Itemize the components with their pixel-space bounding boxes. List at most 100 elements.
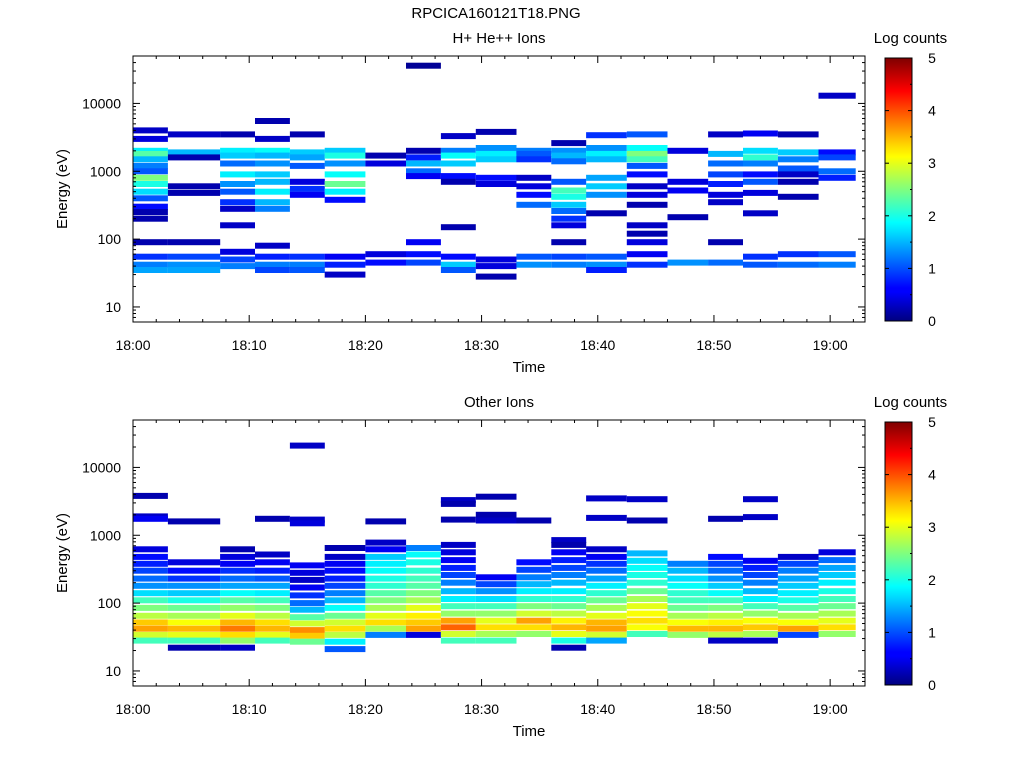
spectrogram-cell xyxy=(777,131,819,138)
spectrogram-cell xyxy=(777,553,819,560)
spectrogram-cell xyxy=(475,617,517,624)
spectrogram-cell xyxy=(255,171,290,178)
spectrogram-cell xyxy=(708,567,743,574)
spectrogram-cell xyxy=(440,617,476,624)
spectrogram-cell xyxy=(440,160,476,167)
spectrogram-cell xyxy=(406,582,441,589)
spectrogram-cell xyxy=(708,150,743,157)
spectrogram-cell xyxy=(167,575,221,582)
spectrogram-cell xyxy=(708,181,743,187)
spectrogram-cell xyxy=(516,610,552,617)
spectrogram-cell xyxy=(777,251,819,258)
spectrogram-cell xyxy=(289,632,325,639)
spectrogram-cell xyxy=(220,567,255,574)
spectrogram-cell xyxy=(777,567,819,574)
spectrogram-cell xyxy=(133,515,168,522)
spectrogram-cell xyxy=(365,251,407,258)
spectrogram-cell xyxy=(475,581,517,588)
spectrogram-cell xyxy=(289,162,325,169)
spectrogram-cell xyxy=(365,259,407,266)
spectrogram-cell xyxy=(708,259,743,266)
spectrogram-cell xyxy=(324,631,366,638)
spectrogram-cell xyxy=(818,631,856,637)
spectrogram-cell xyxy=(626,588,668,595)
spectrogram-cell xyxy=(586,191,627,198)
spectrogram-cell xyxy=(289,592,325,599)
spectrogram-cell xyxy=(220,612,255,619)
x-tick-label: 18:30 xyxy=(464,337,499,353)
spectrogram-cell xyxy=(551,201,587,208)
colorbar-tick-label: 2 xyxy=(928,572,936,588)
colorbar-tick-label: 3 xyxy=(928,519,936,535)
spectrogram-cell xyxy=(255,199,290,206)
spectrogram-cell xyxy=(289,191,325,198)
spectrogram-cell xyxy=(516,581,552,588)
colorbar-tick-label: 5 xyxy=(928,50,936,66)
spectrogram-cell xyxy=(708,199,743,206)
spectrogram-cell xyxy=(365,604,407,611)
spectrogram-cell xyxy=(667,612,709,619)
spectrogram-cell xyxy=(440,572,476,578)
spectrogram-cell xyxy=(406,154,441,161)
spectrogram-cell xyxy=(667,625,709,632)
colorbar-tick-label: 1 xyxy=(928,260,936,276)
spectrogram-cell xyxy=(708,171,743,178)
spectrogram-cell xyxy=(406,625,441,632)
spectrogram-cell xyxy=(516,191,552,198)
spectrogram-cell xyxy=(586,514,627,521)
spectrogram-cell xyxy=(586,619,627,626)
spectrogram-cell xyxy=(516,596,552,602)
spectrogram-cell xyxy=(818,624,856,631)
spectrogram-cell xyxy=(743,557,778,564)
spectrogram-cell xyxy=(818,174,856,181)
spectrogram-cell xyxy=(551,603,587,610)
spectrogram-cell xyxy=(708,582,743,589)
spectrogram-cell xyxy=(133,567,168,574)
spectrogram-cell xyxy=(743,171,778,178)
spectrogram-cell xyxy=(324,545,366,551)
x-tick-label: 18:40 xyxy=(580,701,615,717)
x-tick-label: 18:10 xyxy=(232,337,267,353)
spectrogram-cell xyxy=(324,253,366,260)
spectrogram-cell xyxy=(777,612,819,619)
spectrogram-cell xyxy=(586,253,627,260)
spectrogram-cell xyxy=(289,600,325,607)
spectrogram-cell xyxy=(255,637,290,644)
spectrogram-cell xyxy=(406,551,441,558)
spectrogram-cell xyxy=(743,147,778,154)
spectrogram-cell xyxy=(626,150,668,157)
spectrogram-cell xyxy=(516,147,552,154)
spectrogram-cell xyxy=(516,617,552,624)
spectrogram-cell xyxy=(475,156,517,163)
spectrogram-cell xyxy=(440,603,476,610)
spectrogram-cell xyxy=(167,612,221,619)
spectrogram-cell xyxy=(440,253,476,260)
spectrogram-cell xyxy=(777,171,819,178)
spectrogram-cell xyxy=(255,205,290,212)
spectrogram-cell xyxy=(133,239,168,246)
spectrogram-cell xyxy=(516,574,552,581)
spectrogram-cell xyxy=(440,596,476,602)
spectrogram-cell xyxy=(743,564,778,571)
colorbar-title: Log counts xyxy=(874,394,947,411)
spectrogram-cell xyxy=(167,619,221,626)
spectrogram-cell xyxy=(406,619,441,626)
spectrogram-cell xyxy=(516,183,552,190)
spectrogram-cell xyxy=(586,604,627,611)
spectrogram-cell xyxy=(586,546,627,553)
colorbar-tick-label: 4 xyxy=(928,467,936,483)
spectrogram-cell xyxy=(516,174,552,181)
spectrogram-cell xyxy=(516,201,552,208)
spectrogram-cell xyxy=(516,517,552,524)
spectrogram-cell xyxy=(365,553,407,560)
spectrogram-cell xyxy=(324,612,366,619)
x-axis-label: Time xyxy=(513,359,546,376)
spectrogram-cell xyxy=(365,590,407,597)
spectrogram-cell xyxy=(365,518,407,525)
spectrogram-cell xyxy=(551,557,587,564)
spectrogram-cell xyxy=(133,604,168,611)
spectrogram-cell xyxy=(818,617,856,624)
spectrogram-cell xyxy=(626,564,668,571)
spectrogram-cell xyxy=(586,597,627,604)
